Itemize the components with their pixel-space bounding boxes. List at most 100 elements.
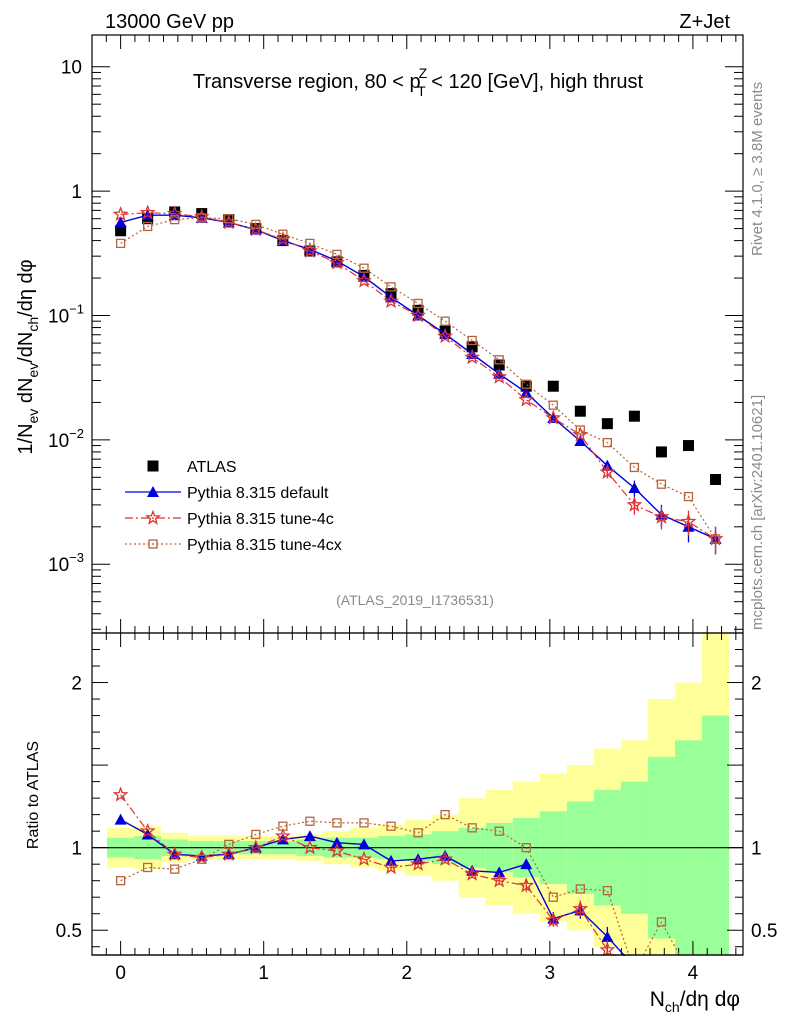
triangle-marker bbox=[114, 216, 127, 228]
open-square-marker bbox=[359, 263, 369, 273]
open-square-marker bbox=[251, 219, 261, 230]
legend: ATLAS Pythia 8.315 default Pythia 8.315 tu… bbox=[125, 459, 342, 554]
ratio-y-tick-label-right: 2 bbox=[751, 674, 762, 695]
legend-item-1: Pythia 8.315 default bbox=[125, 485, 329, 502]
open-square-marker bbox=[170, 214, 180, 225]
open-square-marker bbox=[143, 221, 153, 232]
open-square-marker bbox=[332, 818, 342, 828]
star-marker bbox=[301, 242, 318, 258]
open-square-marker bbox=[683, 491, 694, 502]
star-marker bbox=[247, 839, 264, 855]
star-marker bbox=[383, 859, 399, 875]
triangle-marker bbox=[466, 348, 479, 360]
series-line bbox=[120, 212, 716, 540]
y-tick-label: 10−2 bbox=[48, 426, 84, 452]
star-marker bbox=[437, 327, 454, 344]
star-marker bbox=[464, 349, 481, 365]
x-tick-label: 3 bbox=[545, 963, 556, 984]
main-series bbox=[112, 204, 724, 555]
data-point bbox=[466, 341, 478, 353]
chart-title: Transverse region, 80 < pZ T < 120 [GeV],… bbox=[193, 65, 644, 99]
open-square-marker bbox=[521, 379, 531, 389]
open-square-marker bbox=[197, 854, 207, 864]
legend-item-2: Pythia 8.315 tune-4c bbox=[125, 509, 334, 528]
chart-title-sub: T bbox=[417, 83, 426, 99]
star-marker bbox=[545, 409, 562, 425]
star-marker bbox=[464, 865, 481, 881]
ratio-series-2 bbox=[115, 809, 716, 973]
ratio-y-tick-label: 0.5 bbox=[56, 921, 82, 942]
data-point bbox=[147, 460, 159, 472]
rivet-label: Rivet 4.1.0, ≥ 3.8M events bbox=[749, 82, 766, 256]
triangle-marker bbox=[147, 486, 159, 497]
open-square-marker bbox=[278, 821, 288, 831]
data-point bbox=[115, 225, 127, 237]
ratio-clip-mask bbox=[52, 956, 783, 996]
star-marker bbox=[410, 307, 427, 323]
open-square-marker bbox=[305, 238, 315, 249]
triangle-marker bbox=[357, 838, 370, 850]
data-point bbox=[574, 405, 586, 417]
open-square-marker bbox=[494, 826, 504, 836]
star-marker bbox=[518, 877, 535, 893]
ratio-line bbox=[120, 813, 716, 973]
triangle-marker bbox=[493, 367, 506, 379]
star-marker bbox=[491, 368, 508, 384]
star-marker bbox=[301, 839, 318, 855]
main-ylabel: 1/Nev dNev/dNch/dη dφ bbox=[15, 259, 41, 454]
series-line bbox=[120, 217, 717, 540]
open-square-marker bbox=[115, 876, 126, 886]
star-marker bbox=[356, 272, 372, 288]
star-marker bbox=[166, 205, 183, 221]
star-marker bbox=[653, 508, 670, 524]
open-square-marker bbox=[575, 425, 585, 435]
open-square-marker bbox=[575, 884, 585, 894]
data-point bbox=[601, 418, 613, 430]
triangle-marker bbox=[114, 813, 127, 825]
open-square-marker bbox=[656, 479, 667, 489]
triangle-marker bbox=[601, 930, 614, 942]
star-marker bbox=[356, 850, 372, 866]
open-square-marker bbox=[359, 818, 369, 828]
x-axis-label: Nch/dη dφ bbox=[650, 988, 740, 1015]
star-marker bbox=[329, 842, 345, 858]
star-marker bbox=[274, 827, 291, 843]
star-marker bbox=[599, 463, 616, 479]
open-square-marker bbox=[115, 238, 126, 249]
star-marker bbox=[599, 941, 616, 957]
open-square-marker bbox=[224, 839, 234, 850]
open-square-marker bbox=[656, 917, 667, 927]
ratio-uncertainty-bands bbox=[92, 633, 743, 955]
ratio-series: 0 1 2 3 4 bbox=[52, 786, 783, 996]
triangle-marker bbox=[520, 858, 533, 870]
star-marker bbox=[680, 513, 697, 529]
star-marker bbox=[410, 855, 427, 871]
star-marker bbox=[166, 845, 183, 861]
open-square-marker bbox=[467, 823, 477, 833]
data-point bbox=[628, 410, 640, 422]
ratio-ylabel: Ratio to ATLAS bbox=[25, 741, 42, 849]
chart-title-post: < 120 [GeV], high thrust bbox=[426, 71, 644, 93]
star-marker bbox=[572, 900, 589, 916]
y-tick-label: 10−1 bbox=[48, 301, 84, 327]
open-square-marker bbox=[521, 843, 531, 853]
open-square-marker bbox=[224, 214, 234, 224]
star-marker bbox=[491, 872, 508, 888]
star-marker bbox=[139, 204, 156, 220]
triangle-marker bbox=[303, 830, 316, 842]
data-point bbox=[710, 474, 722, 486]
x-tick-label: 2 bbox=[401, 963, 412, 984]
legend-item-3: Pythia 8.315 tune-4cx bbox=[125, 537, 342, 554]
open-square-marker bbox=[494, 355, 504, 365]
star-marker bbox=[545, 911, 562, 928]
y-tick-label: 1 bbox=[71, 182, 82, 203]
triangle-marker bbox=[439, 849, 452, 861]
ratio-y-tick-label: 2 bbox=[71, 674, 82, 695]
open-square-marker bbox=[170, 864, 180, 874]
mcplots-label: mcplots.cern.ch [arXiv:2401.10621] bbox=[749, 395, 766, 630]
analysis-watermark: (ATLAS_2019_I1736531) bbox=[336, 592, 494, 608]
open-square-marker bbox=[602, 437, 613, 448]
series-0 bbox=[115, 206, 722, 486]
open-square-marker bbox=[548, 892, 558, 902]
